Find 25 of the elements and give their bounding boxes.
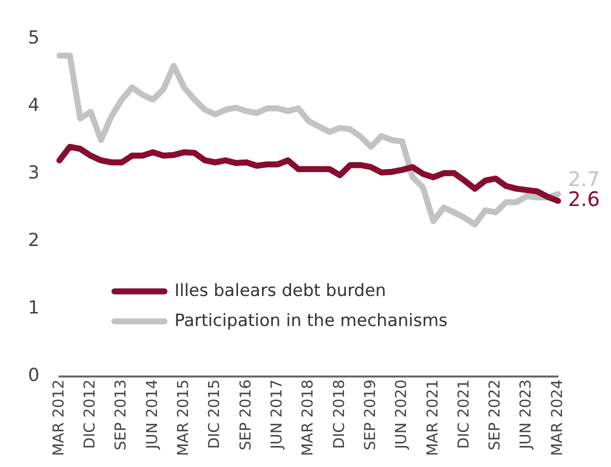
x-tick-label: DIC 2018: [330, 379, 348, 449]
legend-label: Participation in the mechanisms: [174, 310, 448, 331]
x-tick-label: SEP 2022: [486, 379, 504, 450]
x-tick-label: MAR 2012: [49, 379, 68, 456]
x-tick-label: MAR 2024: [548, 379, 566, 456]
y-tick-label: 5: [28, 27, 40, 48]
y-tick-label: 4: [28, 95, 40, 116]
y-tick-label: 0: [28, 365, 40, 386]
x-tick-label: DIC 2012: [80, 379, 98, 449]
x-tick-label: DIC 2015: [205, 379, 224, 449]
x-tick-label: MAR 2018: [298, 379, 317, 456]
x-tick-label: JUN 2020: [392, 379, 410, 450]
y-tick-label: 3: [28, 162, 40, 184]
legend-label: Illes balears debt burden: [174, 280, 386, 301]
x-tick-label: DIC 2021: [454, 379, 472, 449]
x-tick-label: JUN 2023: [516, 379, 535, 450]
y-tick-label: 1: [28, 298, 40, 319]
x-tick-label: SEP 2016: [236, 379, 254, 450]
y-tick-label: 2: [28, 230, 40, 252]
x-tick-label: MAR 2021: [423, 379, 442, 456]
x-tick-label: JUN 2014: [142, 379, 161, 450]
x-tick-label: MAR 2015: [174, 379, 192, 456]
x-tick-label: JUN 2017: [267, 379, 286, 450]
x-tick-label: SEP 2019: [360, 379, 379, 450]
x-tick-label: SEP 2013: [112, 379, 130, 450]
